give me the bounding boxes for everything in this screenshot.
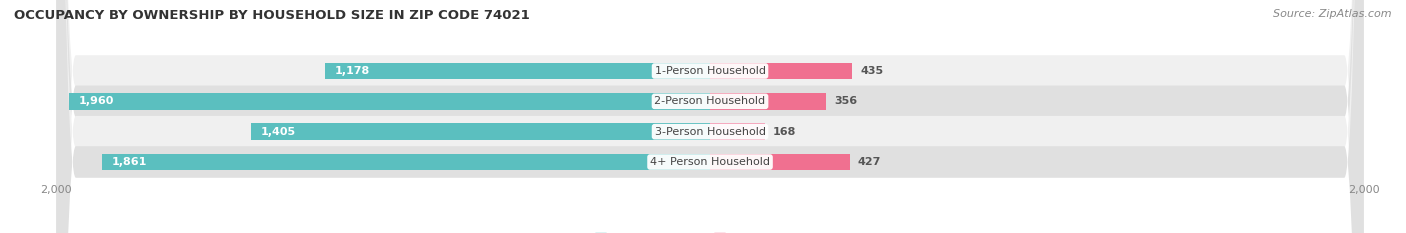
- Text: 2-Person Household: 2-Person Household: [654, 96, 766, 106]
- Text: 356: 356: [835, 96, 858, 106]
- Text: 435: 435: [860, 66, 883, 76]
- Text: 4+ Person Household: 4+ Person Household: [650, 157, 770, 167]
- FancyBboxPatch shape: [56, 0, 1364, 233]
- FancyBboxPatch shape: [56, 0, 1364, 233]
- Text: 1,960: 1,960: [79, 96, 114, 106]
- Text: 1,178: 1,178: [335, 66, 370, 76]
- Text: OCCUPANCY BY OWNERSHIP BY HOUSEHOLD SIZE IN ZIP CODE 74021: OCCUPANCY BY OWNERSHIP BY HOUSEHOLD SIZE…: [14, 9, 530, 22]
- Text: 3-Person Household: 3-Person Household: [655, 127, 765, 137]
- Legend: Owner-occupied, Renter-occupied: Owner-occupied, Renter-occupied: [591, 229, 830, 233]
- Bar: [250, 123, 710, 140]
- Bar: [710, 123, 765, 140]
- Text: Source: ZipAtlas.com: Source: ZipAtlas.com: [1274, 9, 1392, 19]
- Text: 1-Person Household: 1-Person Household: [655, 66, 765, 76]
- Bar: [101, 154, 710, 170]
- FancyBboxPatch shape: [56, 0, 1364, 233]
- Bar: [710, 63, 852, 79]
- Bar: [69, 93, 710, 110]
- Bar: [710, 154, 849, 170]
- Text: 427: 427: [858, 157, 882, 167]
- Bar: [710, 93, 827, 110]
- FancyBboxPatch shape: [56, 0, 1364, 233]
- Text: 1,861: 1,861: [111, 157, 146, 167]
- Bar: [325, 63, 710, 79]
- Text: 1,405: 1,405: [260, 127, 295, 137]
- Text: 168: 168: [773, 127, 796, 137]
